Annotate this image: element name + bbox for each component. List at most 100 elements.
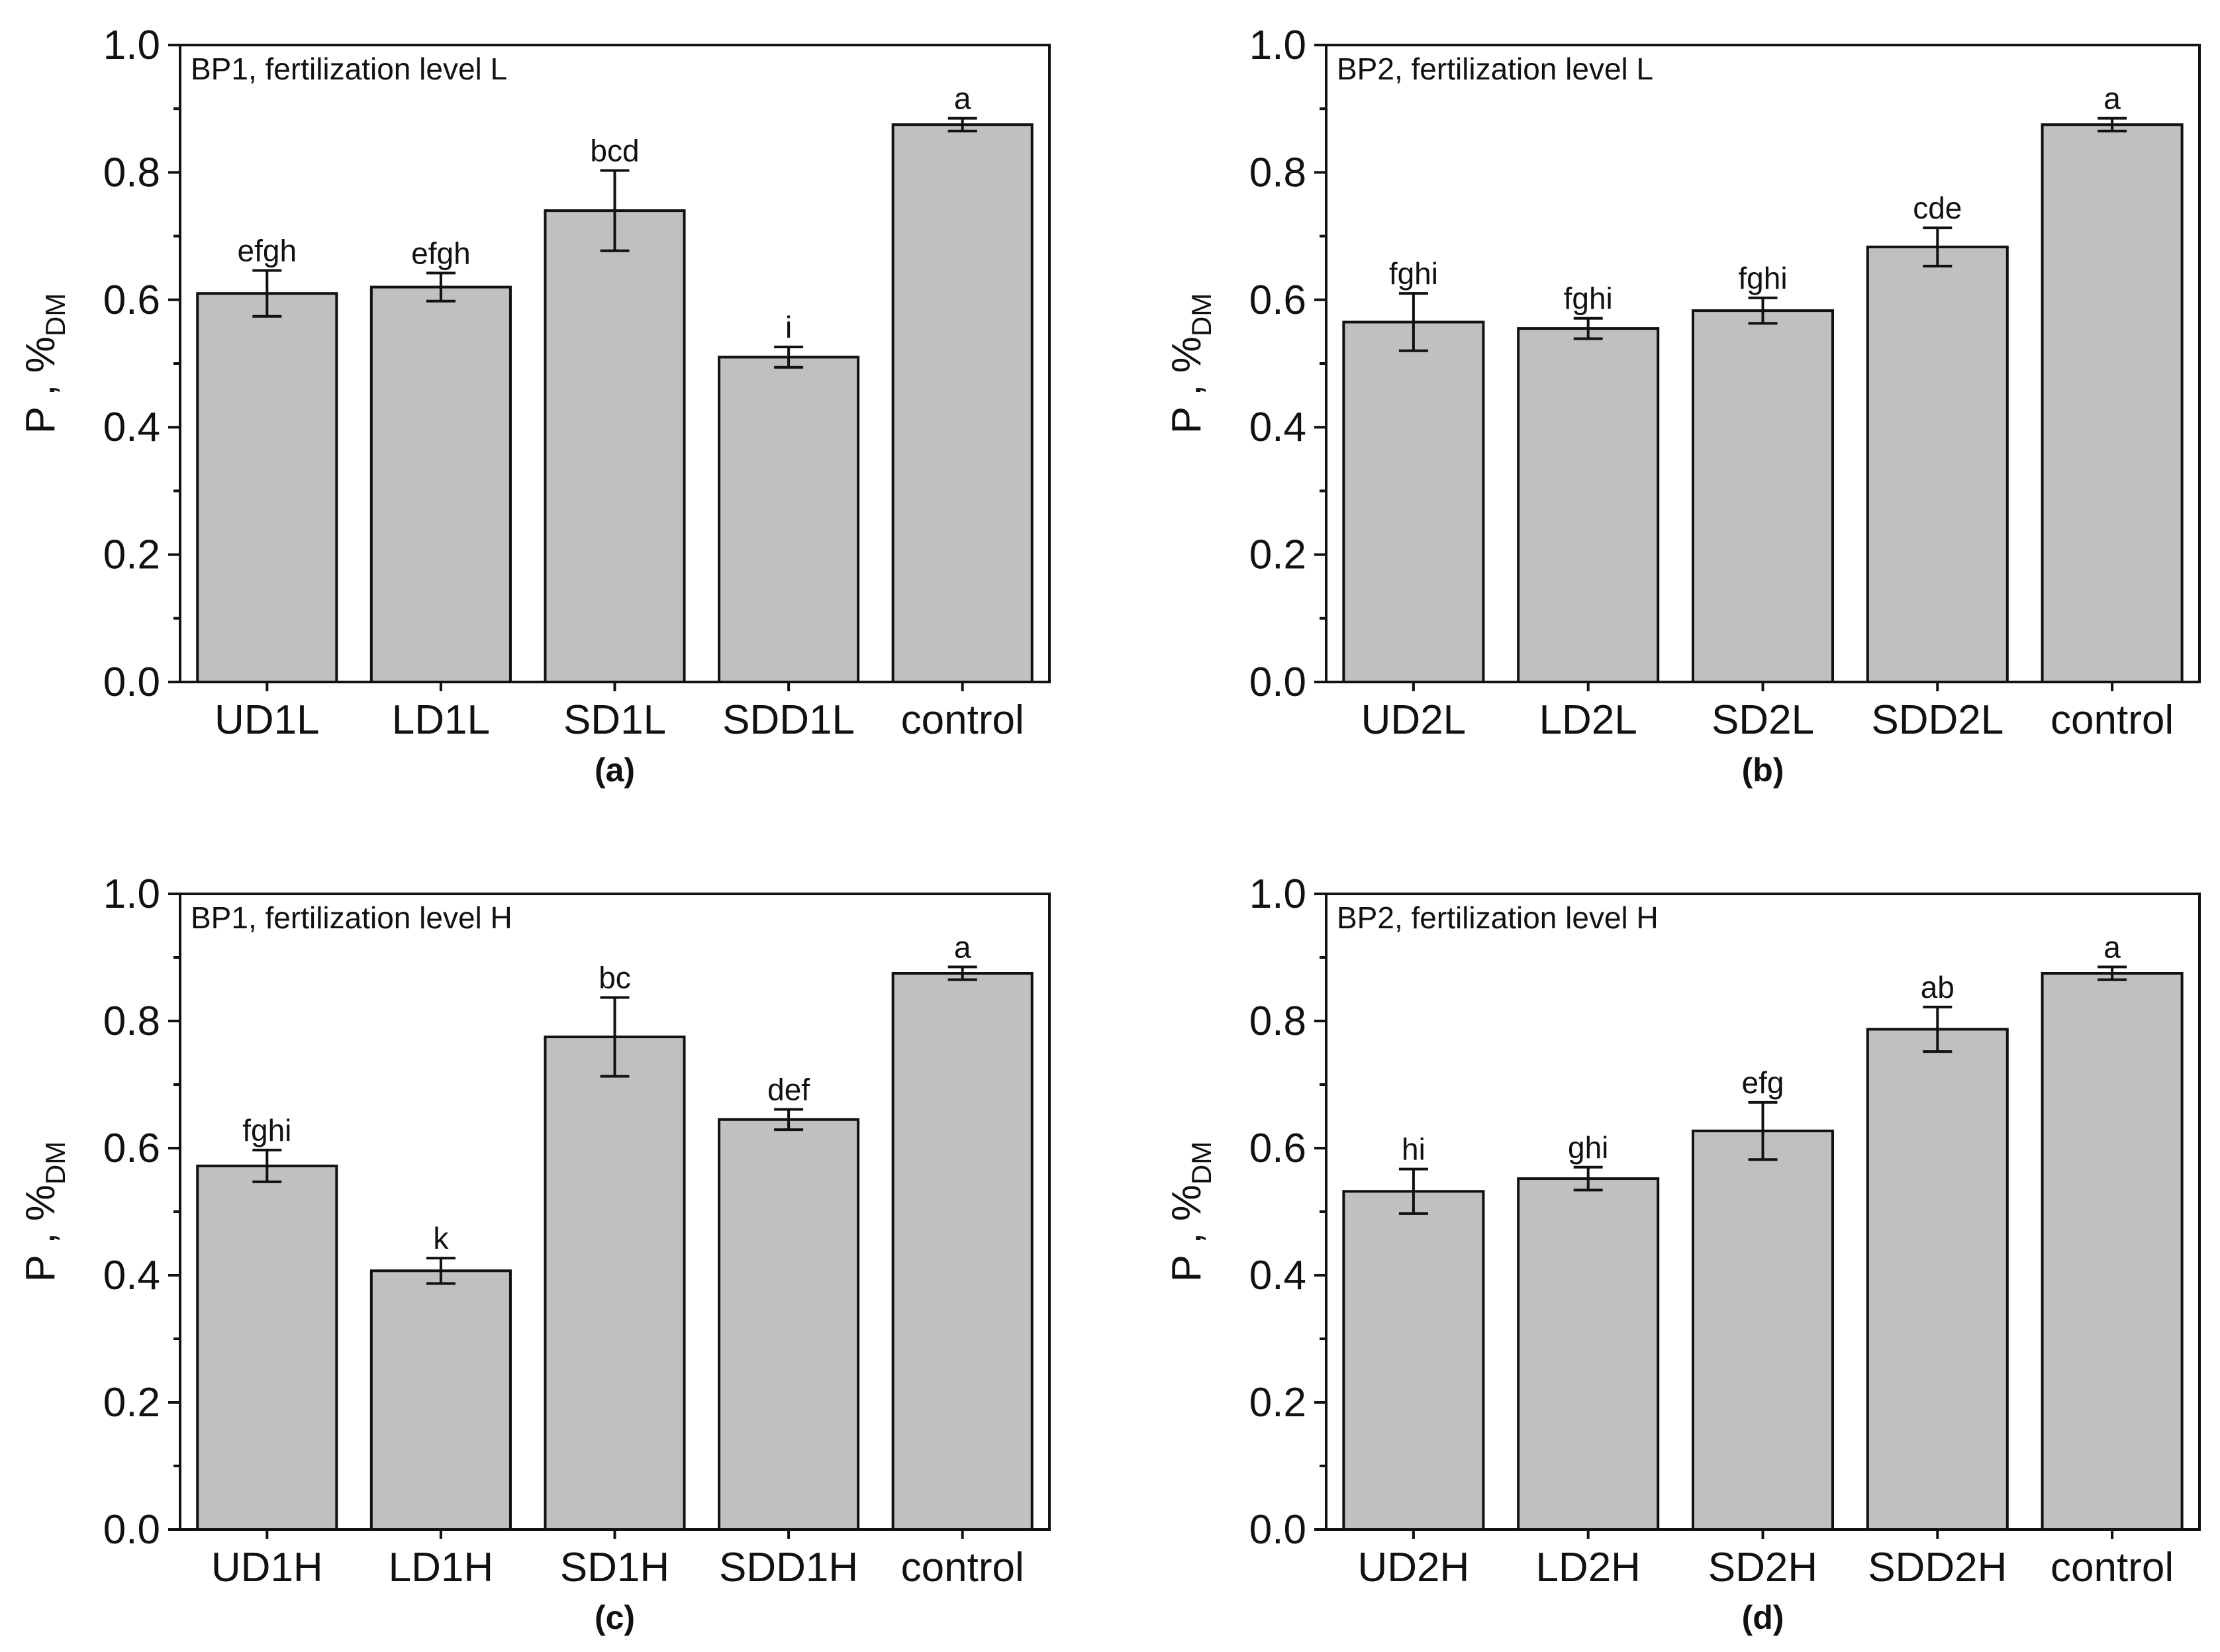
significance-label-control: a: [2103, 930, 2121, 964]
error-bar-ud2l: [1398, 292, 1428, 352]
panel-title: BP1, fertilization level L: [191, 52, 507, 86]
bar-sdd1h: [718, 1118, 860, 1531]
significance-label-sd1l: bcd: [590, 134, 639, 168]
y-tick-label: 0.6: [103, 1126, 160, 1171]
x-category-label-sdd1h: SDD1H: [719, 1545, 858, 1590]
significance-label-sdd1h: def: [767, 1072, 810, 1106]
y-tick-label: 0.0: [1249, 659, 1306, 705]
significance-label-control: a: [2103, 81, 2121, 116]
x-category-label-sd2h: SD2H: [1708, 1545, 1817, 1590]
y-tick-label: 0.4: [1249, 405, 1306, 450]
significance-label-ld1l: efgh: [411, 236, 471, 270]
x-category-label-control: control: [901, 697, 1024, 743]
significance-label-sdd2l: cde: [1913, 191, 1962, 225]
x-category-label-ld2h: LD2H: [1535, 1545, 1641, 1590]
bar-ld2h: [1517, 1177, 1660, 1531]
y-tick-label: 0.0: [1249, 1507, 1306, 1553]
panel-letter: (c): [595, 1599, 635, 1636]
y-axis-label: P , %DM: [1164, 293, 1217, 434]
bar-sd1h: [544, 1036, 686, 1531]
error-bar-sd1h: [600, 996, 630, 1078]
x-category-label-ud1l: UD1L: [215, 697, 320, 743]
x-category-label-ud2h: UD2H: [1357, 1545, 1469, 1590]
bar-ud2h: [1342, 1190, 1485, 1531]
x-category-label-control: control: [901, 1545, 1024, 1590]
y-tick-label: 0.2: [103, 532, 160, 578]
chart-panel-b: fghi fghi fghi cde a 0.0 0.2 0.4 0.6 0.8 1.0 UD2L LD…: [1164, 23, 2201, 789]
significance-label-ud2l: fghi: [1389, 256, 1438, 291]
panel-title: BP2, fertilization level H: [1337, 900, 1659, 935]
y-tick-label: 0.2: [1249, 532, 1306, 578]
significance-label-sdd2h: ab: [1921, 970, 1955, 1004]
y-axis-label: P , %DM: [18, 1142, 71, 1282]
y-tick-label: 1.0: [1249, 871, 1306, 917]
significance-label-ud1l: efgh: [238, 234, 297, 268]
y-tick-label: 0.8: [1249, 998, 1306, 1044]
bar-control: [891, 972, 1034, 1531]
bar-control: [2041, 123, 2184, 683]
error-bar-control: [947, 965, 977, 981]
y-tick-label: 0.8: [1249, 150, 1306, 195]
significance-label-sd1h: bc: [599, 960, 631, 995]
bar-sd1l: [544, 209, 686, 683]
bar-control: [891, 123, 1034, 683]
panel-letter: (a): [595, 752, 635, 789]
x-category-label-control: control: [2051, 1545, 2174, 1590]
y-tick-label: 0.0: [103, 1507, 160, 1553]
error-bar-sd2l: [1748, 296, 1778, 325]
error-bar-ud1l: [252, 269, 282, 318]
panel-letter: (b): [1742, 752, 1784, 789]
bar-sd2l: [1691, 309, 1835, 683]
bar-ld1h: [369, 1269, 512, 1531]
x-category-label-ld1h: LD1H: [389, 1545, 494, 1590]
y-tick-label: 0.8: [103, 150, 160, 195]
x-category-label-ld1l: LD1L: [392, 697, 490, 743]
error-bar-control: [947, 117, 977, 132]
panel-letter: (d): [1742, 1599, 1784, 1636]
bar-sdd1l: [718, 356, 860, 683]
y-tick-label: 0.4: [103, 405, 160, 450]
chart-panel-a: efgh efgh bcd i a 0.0 0.2 0.4 0.6 0.8 1.0 UD1L LD1L S…: [18, 23, 1051, 789]
significance-label-sd2l: fghi: [1738, 261, 1787, 295]
error-bar-sdd1l: [774, 345, 804, 369]
x-category-label-control: control: [2051, 697, 2174, 743]
x-category-label-sd2l: SD2L: [1712, 697, 1814, 743]
significance-label-ld1h: k: [433, 1221, 449, 1255]
y-tick-label: 1.0: [1249, 23, 1306, 68]
error-bar-ld1h: [426, 1257, 456, 1285]
error-bar-ud2h: [1398, 1167, 1428, 1215]
error-bar-control: [2098, 965, 2127, 981]
significance-label-sdd1l: i: [785, 310, 792, 344]
chart-panel-c: fghi k bc def a 0.0 0.2 0.4 0.6 0.8 1.0 UD1H LD1H SD1…: [18, 871, 1051, 1636]
y-tick-label: 0.4: [103, 1253, 160, 1298]
significance-label-sd2h: efg: [1742, 1065, 1784, 1100]
y-tick-label: 0.2: [103, 1380, 160, 1426]
error-bar-sd1l: [600, 169, 630, 252]
significance-label-ud2h: hi: [1402, 1132, 1425, 1167]
error-bar-sdd2l: [1923, 226, 1953, 267]
significance-label-ld2l: fghi: [1564, 281, 1613, 316]
error-bar-ld2h: [1573, 1165, 1603, 1192]
error-bar-control: [2098, 117, 2127, 132]
x-category-label-sd1h: SD1H: [560, 1545, 669, 1590]
x-category-label-sdd2h: SDD2H: [1868, 1545, 2007, 1590]
x-category-label-sdd2l: SDD2L: [1871, 697, 2003, 743]
bar-sd2h: [1691, 1130, 1835, 1531]
y-axis-label: P , %DM: [18, 293, 71, 434]
panel-title: BP1, fertilization level H: [191, 900, 512, 935]
y-tick-label: 0.6: [1249, 277, 1306, 323]
bar-sdd2h: [1866, 1028, 2009, 1531]
y-tick-label: 0.2: [1249, 1380, 1306, 1426]
y-tick-label: 0.6: [1249, 1126, 1306, 1171]
bar-control: [2041, 972, 2184, 1531]
y-tick-label: 0.8: [103, 998, 160, 1044]
significance-label-ud1h: fghi: [242, 1113, 291, 1147]
bar-ld1l: [369, 285, 512, 683]
error-bar-sd2h: [1748, 1100, 1778, 1161]
error-bar-sdd2h: [1923, 1005, 1953, 1053]
x-category-label-sd1l: SD1L: [563, 697, 666, 743]
error-bar-ud1h: [252, 1148, 282, 1183]
significance-label-control: a: [954, 930, 971, 964]
x-category-label-sdd1l: SDD1L: [722, 697, 855, 743]
